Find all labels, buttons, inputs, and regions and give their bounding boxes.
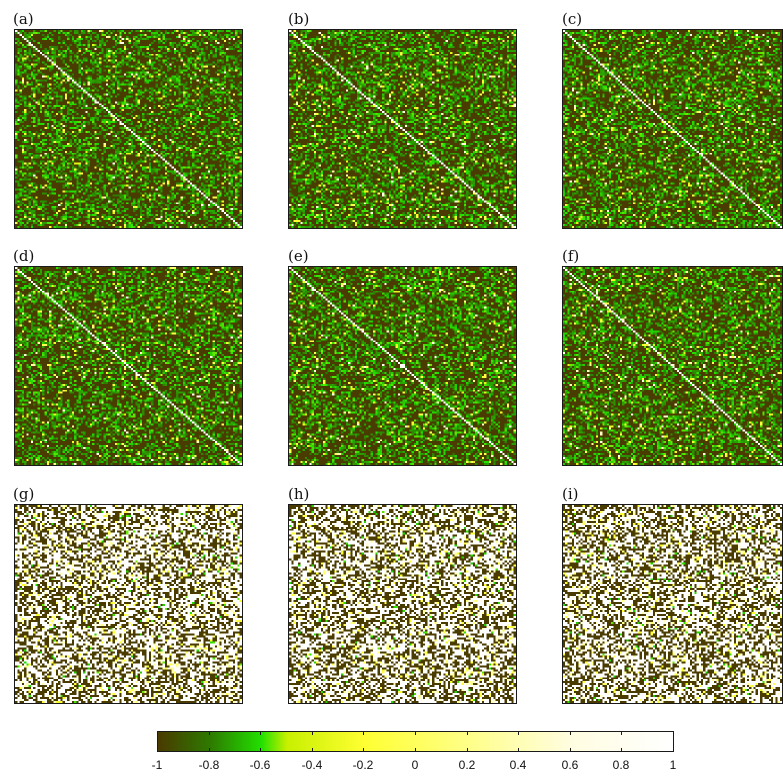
heatmap-panel — [562, 266, 783, 466]
heatmap-cells — [15, 505, 242, 703]
heatmap-cells — [15, 30, 242, 228]
colorbar-tick — [673, 748, 674, 752]
colorbar-tick — [312, 748, 313, 752]
heatmap-panel — [14, 504, 243, 704]
heatmap-panel — [14, 266, 243, 466]
heatmap-cells — [15, 267, 242, 465]
heatmap-panel — [288, 504, 517, 704]
colorbar-tick-label: -0.2 — [352, 758, 374, 772]
heatmap-cells — [563, 267, 782, 465]
colorbar-tick — [467, 731, 468, 735]
colorbar-tick-label: -0.6 — [249, 758, 271, 772]
colorbar-tick — [621, 731, 622, 735]
panel-label: (f) — [562, 247, 580, 265]
heatmap-panel — [562, 504, 783, 704]
colorbar-tick-label: -0.4 — [301, 758, 323, 772]
colorbar-tick — [157, 748, 158, 752]
heatmap-cells — [289, 267, 516, 465]
colorbar-tick-label: 0.6 — [561, 758, 579, 772]
colorbar-tick — [467, 748, 468, 752]
colorbar-tick — [209, 731, 210, 735]
heatmap-cells — [289, 505, 516, 703]
colorbar-tick — [415, 748, 416, 752]
colorbar-tick — [260, 731, 261, 735]
colorbar-gradient — [158, 732, 673, 751]
panel-label: (h) — [288, 485, 310, 503]
panel-label: (d) — [13, 247, 35, 265]
panel-label: (c) — [562, 10, 583, 28]
colorbar-tick-label: -1 — [151, 758, 163, 772]
panel-label: (g) — [13, 485, 35, 503]
heatmap-panel — [562, 29, 783, 229]
colorbar-tick-label: 1 — [669, 758, 677, 772]
heatmap-cells — [289, 30, 516, 228]
colorbar-tick-label: 0 — [411, 758, 419, 772]
heatmap-cells — [563, 30, 782, 228]
colorbar-tick-label: -0.8 — [198, 758, 220, 772]
colorbar-tick — [209, 748, 210, 752]
colorbar-tick — [621, 748, 622, 752]
colorbar-tick — [570, 748, 571, 752]
heatmap-panel — [14, 29, 243, 229]
colorbar-tick — [363, 748, 364, 752]
colorbar-tick — [312, 731, 313, 735]
colorbar-tick — [518, 748, 519, 752]
panel-label: (e) — [288, 247, 309, 265]
colorbar-tick — [260, 748, 261, 752]
colorbar-tick — [415, 731, 416, 735]
heatmap-panel — [288, 29, 517, 229]
panel-label: (a) — [13, 10, 34, 28]
colorbar-tick — [157, 731, 158, 735]
colorbar-tick — [363, 731, 364, 735]
colorbar-tick-label: 0.8 — [612, 758, 630, 772]
heatmap-panel — [288, 266, 517, 466]
panel-label: (i) — [562, 485, 579, 503]
colorbar-tick — [518, 731, 519, 735]
panel-label: (b) — [288, 10, 310, 28]
heatmap-cells — [563, 505, 782, 703]
colorbar-tick — [673, 731, 674, 735]
colorbar-tick — [570, 731, 571, 735]
colorbar-tick-label: 0.2 — [458, 758, 476, 772]
colorbar-tick-label: 0.4 — [509, 758, 527, 772]
